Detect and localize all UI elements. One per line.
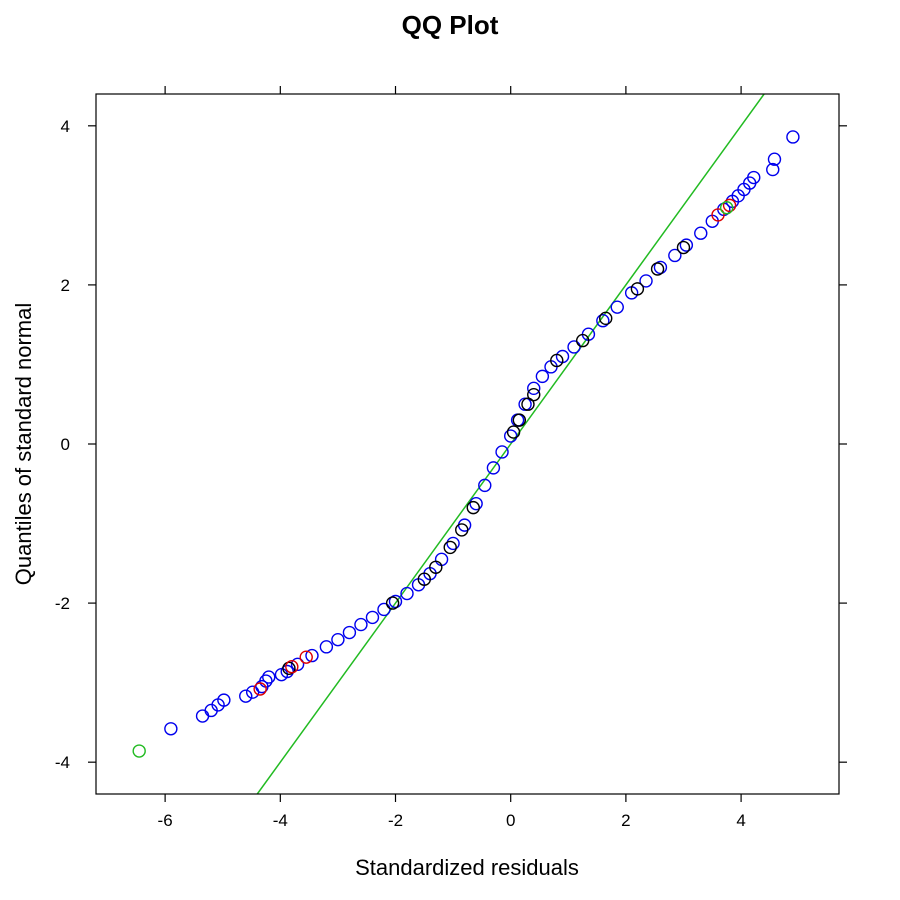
data-point: [299, 650, 313, 664]
data-point: [653, 260, 668, 275]
data-point: [429, 560, 443, 574]
data-point: [767, 152, 782, 166]
data-point: [377, 602, 391, 617]
data-point: [164, 722, 178, 736]
data-point: [535, 369, 550, 384]
data-point: [132, 744, 146, 758]
data-point: [305, 648, 319, 663]
data-point: [365, 610, 380, 625]
data-point: [342, 625, 357, 640]
data-point: [282, 661, 296, 676]
data-point: [400, 586, 414, 601]
data-point: [630, 282, 645, 296]
data-point: [610, 300, 624, 314]
data-point: [319, 640, 334, 654]
reference-line: [256, 94, 765, 794]
y-axis-label: Quantiles of standard normal: [11, 303, 36, 586]
data-point: [443, 540, 457, 555]
data-point: [668, 248, 682, 263]
data-point: [527, 387, 541, 402]
data-point: [521, 397, 535, 411]
data-point: [506, 425, 521, 439]
data-point: [285, 660, 299, 674]
data-point: [388, 594, 403, 609]
data-point: [331, 632, 345, 647]
data-point: [217, 693, 231, 707]
y-tick-label: 2: [61, 276, 70, 295]
data-point: [596, 314, 610, 328]
axis-ticks: -6 -4 -2 0 2 4 -4 -2 0 2 4: [55, 86, 847, 830]
data-point: [253, 682, 267, 696]
data-point: [239, 689, 253, 703]
data-point: [195, 709, 210, 723]
data-point: [262, 670, 276, 684]
y-tick-label: -4: [55, 753, 70, 772]
chart-title: QQ Plot: [402, 10, 499, 40]
x-tick-label: 4: [736, 811, 745, 830]
x-tick-label: -2: [388, 811, 403, 830]
y-tick-label: 4: [61, 117, 70, 136]
data-point: [354, 617, 368, 632]
data-point: [676, 240, 691, 255]
data-point: [486, 461, 501, 475]
y-tick-label: 0: [61, 435, 70, 454]
data-point: [747, 170, 761, 185]
data-point: [639, 274, 653, 288]
data-point: [722, 198, 737, 213]
reference-line-group: [256, 94, 765, 794]
data-point: [385, 596, 400, 610]
data-point: [679, 238, 694, 252]
data-point: [694, 226, 708, 240]
data-point: [503, 429, 518, 443]
x-tick-label: -6: [158, 811, 173, 830]
data-point: [711, 208, 725, 222]
y-tick-label: -2: [55, 594, 70, 613]
data-point: [466, 500, 480, 515]
data-point: [469, 496, 483, 511]
data-point: [719, 201, 734, 215]
x-tick-label: -4: [273, 811, 288, 830]
data-point: [455, 523, 469, 537]
data-point: [446, 536, 460, 551]
data-point: [786, 130, 800, 144]
data-points: [132, 130, 800, 758]
data-point: [417, 572, 432, 586]
data-point: [495, 445, 509, 459]
data-point: [650, 262, 665, 276]
data-point: [512, 413, 527, 427]
data-point: [290, 657, 305, 672]
plot-frame: [95, 93, 840, 795]
data-point: [245, 685, 260, 699]
x-axis-label: Standardized residuals: [355, 855, 579, 880]
data-point: [550, 353, 564, 368]
x-tick-label: 0: [506, 811, 515, 830]
data-point: [766, 162, 780, 177]
data-point: [599, 311, 613, 326]
data-point: [518, 397, 532, 411]
data-point: [527, 381, 541, 396]
data-point: [434, 552, 449, 567]
data-point: [478, 478, 492, 493]
data-point: [567, 340, 581, 354]
x-tick-label: 2: [621, 811, 630, 830]
plot-area: [132, 94, 800, 794]
data-point: [575, 333, 590, 348]
